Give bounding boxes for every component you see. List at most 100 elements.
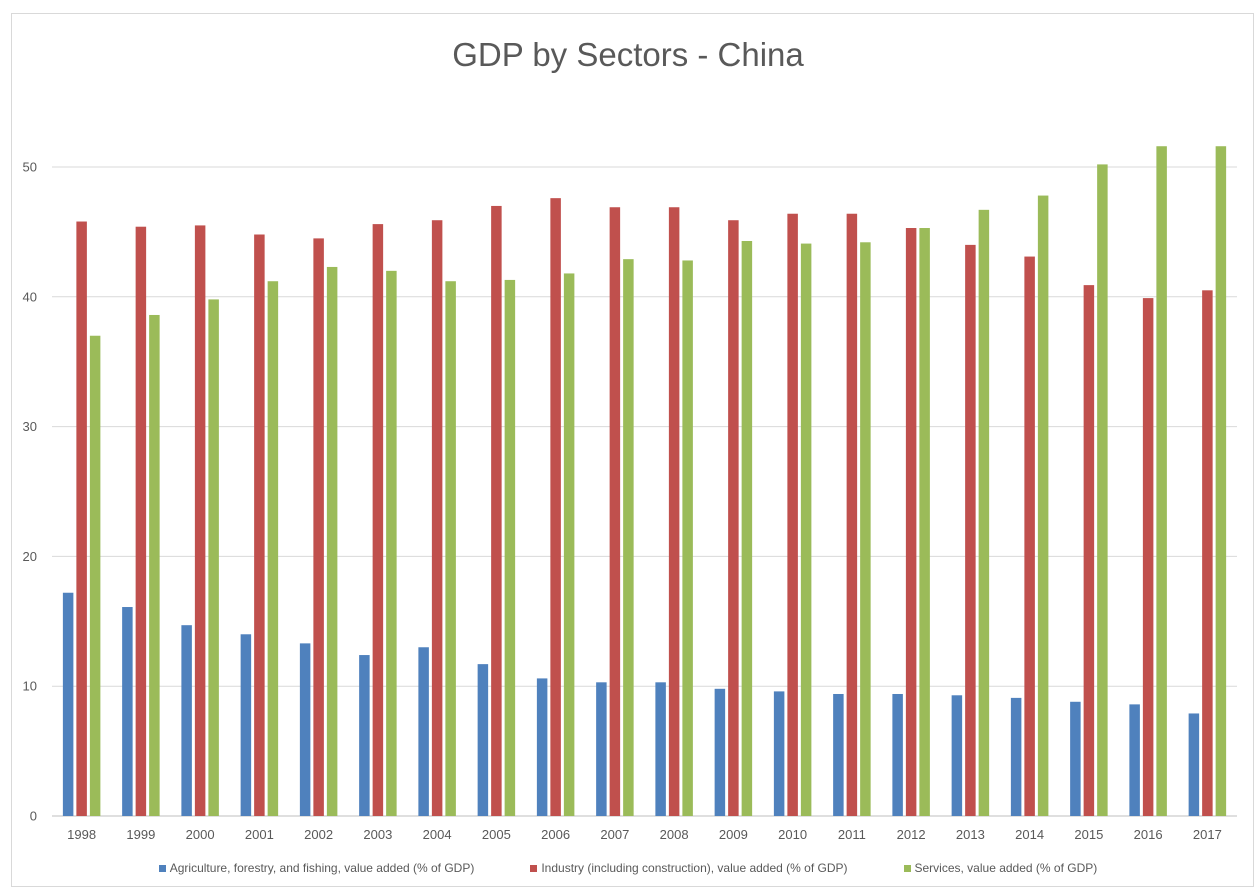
bar-series3-2017 [1216, 146, 1227, 816]
bar-series2-2004 [432, 220, 443, 816]
x-tick-label: 2012 [897, 827, 926, 842]
bar-series1-2008 [655, 682, 666, 816]
x-tick-label: 2017 [1193, 827, 1222, 842]
bar-series3-2015 [1097, 164, 1108, 816]
bars [63, 146, 1226, 816]
bar-series1-2002 [300, 643, 311, 816]
bar-series2-2000 [195, 225, 206, 816]
legend-swatch [904, 865, 911, 872]
y-tick-label: 40 [23, 289, 37, 304]
bar-series1-2004 [418, 647, 429, 816]
bar-series2-2008 [669, 207, 680, 816]
bar-series2-2005 [491, 206, 502, 816]
x-tick-label: 2006 [541, 827, 570, 842]
y-axis-ticks: 0 10 20 30 40 50 [23, 160, 37, 824]
x-tick-label: 1999 [126, 827, 155, 842]
bar-series3-2009 [742, 241, 753, 816]
legend-swatch [530, 865, 537, 872]
bar-series3-2004 [445, 281, 456, 816]
x-tick-label: 2010 [778, 827, 807, 842]
x-tick-label: 2009 [719, 827, 748, 842]
bar-series1-2015 [1070, 702, 1081, 816]
x-tick-label: 2003 [363, 827, 392, 842]
bar-series3-2010 [801, 244, 812, 816]
bar-series1-1998 [63, 593, 74, 816]
x-tick-label: 1998 [67, 827, 96, 842]
y-tick-label: 50 [23, 160, 37, 175]
bar-series1-2011 [833, 694, 844, 816]
bar-series1-2012 [892, 694, 903, 816]
y-tick-label: 30 [23, 419, 37, 434]
x-tick-label: 2016 [1134, 827, 1163, 842]
bar-series3-2002 [327, 267, 338, 816]
x-tick-label: 2007 [600, 827, 629, 842]
bar-series1-2009 [715, 689, 726, 816]
bar-series3-2016 [1156, 146, 1167, 816]
bar-series3-2005 [505, 280, 516, 816]
bar-series3-2003 [386, 271, 397, 816]
bar-series3-1999 [149, 315, 160, 816]
bar-series2-2014 [1024, 257, 1035, 816]
bar-series2-2002 [313, 238, 324, 816]
bar-series2-2006 [550, 198, 561, 816]
bar-series1-2005 [478, 664, 489, 816]
x-tick-label: 2002 [304, 827, 333, 842]
bar-series3-1998 [90, 336, 101, 816]
legend-label: Services, value added (% of GDP) [915, 861, 1098, 875]
bar-chart: 0 10 20 30 40 50 1998 1999 2000 2001 2002 2003 2004… [0, 0, 1256, 860]
y-tick-label: 20 [23, 549, 37, 564]
x-tick-label: 2004 [423, 827, 452, 842]
bar-series2-2009 [728, 220, 739, 816]
bar-series2-2010 [787, 214, 798, 816]
y-tick-label: 10 [23, 679, 37, 694]
bar-series3-2008 [682, 260, 693, 816]
bar-series1-2007 [596, 682, 607, 816]
bar-series2-2013 [965, 245, 976, 816]
bar-series3-2011 [860, 242, 871, 816]
bar-series2-1998 [76, 222, 87, 816]
bar-series1-2017 [1189, 713, 1200, 816]
bar-series2-2017 [1202, 290, 1213, 816]
bar-series1-2016 [1129, 704, 1140, 816]
y-tick-label: 0 [30, 809, 37, 824]
bar-series1-2013 [952, 695, 963, 816]
x-tick-label: 2011 [838, 827, 866, 842]
bar-series1-1999 [122, 607, 133, 816]
bar-series3-2001 [268, 281, 279, 816]
bar-series3-2006 [564, 273, 575, 816]
bar-series1-2000 [181, 625, 192, 816]
x-tick-label: 2005 [482, 827, 511, 842]
bar-series2-2012 [906, 228, 917, 816]
bar-series3-2007 [623, 259, 634, 816]
bar-series1-2001 [241, 634, 252, 816]
x-tick-label: 2013 [956, 827, 985, 842]
legend-label: Industry (including construction), value… [541, 861, 847, 875]
legend-item-series1: Agriculture, forestry, and fishing, valu… [159, 861, 475, 875]
x-axis-ticks: 1998 1999 2000 2001 2002 2003 2004 2005 2006 2007… [67, 827, 1222, 842]
legend-item-series3: Services, value added (% of GDP) [904, 861, 1098, 875]
bar-series3-2013 [979, 210, 990, 816]
bar-series2-1999 [136, 227, 147, 816]
bar-series2-2001 [254, 235, 265, 817]
bar-series2-2015 [1084, 285, 1095, 816]
legend-swatch [159, 865, 166, 872]
bar-series1-2003 [359, 655, 370, 816]
legend-item-series2: Industry (including construction), value… [530, 861, 847, 875]
bar-series3-2012 [919, 228, 930, 816]
x-tick-label: 2014 [1015, 827, 1044, 842]
bar-series1-2006 [537, 678, 548, 816]
x-tick-label: 2015 [1074, 827, 1103, 842]
bar-series2-2016 [1143, 298, 1154, 816]
x-tick-label: 2001 [245, 827, 274, 842]
legend-label: Agriculture, forestry, and fishing, valu… [170, 861, 475, 875]
bar-series2-2011 [847, 214, 858, 816]
bar-series3-2014 [1038, 196, 1049, 816]
bar-series1-2014 [1011, 698, 1022, 816]
legend: Agriculture, forestry, and fishing, valu… [0, 861, 1256, 875]
bar-series2-2003 [373, 224, 384, 816]
bar-series2-2007 [610, 207, 621, 816]
bar-series1-2010 [774, 691, 785, 816]
bar-series3-2000 [208, 299, 219, 816]
gridlines [52, 167, 1237, 816]
x-tick-label: 2000 [186, 827, 215, 842]
